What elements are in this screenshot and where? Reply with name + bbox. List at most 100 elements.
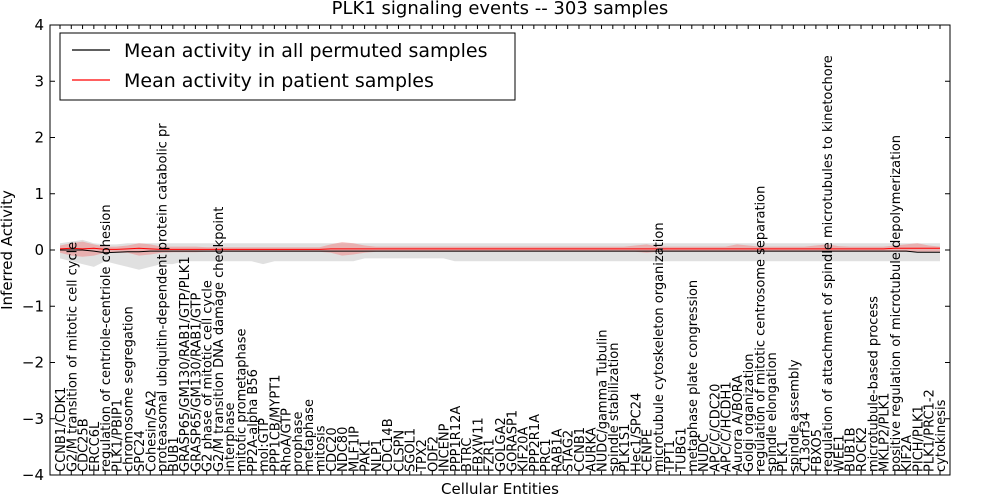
- y-tick-label: −2: [22, 354, 44, 372]
- x-tick-label: CENPE: [641, 429, 656, 472]
- legend-label-patient: Mean activity in patient samples: [124, 70, 434, 92]
- y-tick-label: 3: [34, 72, 44, 90]
- x-tick-label: regulation of centriole-centriole cohesi…: [99, 204, 114, 472]
- x-tick-label: MKLP2/PLK1: [878, 393, 893, 472]
- x-tick-label: TUBG1: [675, 428, 690, 474]
- x-tick-label: GOLGA2: [494, 417, 509, 472]
- x-tick-label: SGOL1: [404, 428, 419, 472]
- y-axis: −4 −3 −2 −1 0 1 2 3 4: [22, 16, 950, 484]
- x-tick-label: TPT1: [663, 440, 678, 473]
- x-tick-label: mol:GTP: [257, 418, 272, 472]
- x-tick-label: spindle assembly: [787, 359, 802, 472]
- x-tick-label: cytokinesis: [934, 399, 949, 472]
- x-tick-label: CLSPN: [393, 430, 408, 472]
- x-tick-label: positive regulation of microtubule depol…: [889, 135, 904, 472]
- x-tick-label: CDC14B: [381, 418, 396, 472]
- series-line-patient: [59, 247, 940, 250]
- x-tick-label: STAG2: [562, 430, 577, 472]
- x-tick-label: Hec1/SPC24: [629, 393, 644, 472]
- x-tick-label: APC/C/HCDH1: [720, 381, 735, 472]
- x-tick-label: ROCK2: [855, 427, 870, 472]
- x-tick-label: CCNB1: [573, 427, 588, 472]
- x-tick-label: FZR1: [483, 438, 498, 472]
- legend: Mean activity in all permuted samples Me…: [59, 32, 516, 101]
- x-tick-label: KIF2A: [900, 435, 915, 472]
- x-tick-label: interphase: [223, 402, 238, 472]
- legend-label-permuted: Mean activity in all permuted samples: [124, 40, 487, 62]
- y-tick-label: 4: [34, 16, 44, 34]
- x-tick-label: Golgi organization: [742, 354, 757, 472]
- x-tick-label: regulation of mitotic centrosome separat…: [754, 186, 769, 472]
- x-tick-label: metaphase plate congression: [686, 280, 701, 472]
- y-tick-label: 0: [34, 241, 44, 259]
- x-tick-label: NUDC: [697, 434, 712, 472]
- x-tick-label: PLK1/PBIP1: [110, 399, 125, 472]
- x-tick-label: FBXW11: [471, 417, 486, 472]
- x-tick-label: Cohesin/SA2: [144, 390, 159, 472]
- y-tick-label: −1: [22, 297, 44, 315]
- x-tick-label: CCNB1/CDK1: [54, 387, 69, 472]
- x-tick-label: PAK1: [359, 439, 374, 472]
- x-tick-label: CDC25B: [77, 418, 92, 472]
- x-tick-label: G2 phase of mitotic cell cycle: [201, 280, 216, 472]
- x-tick-label: GORASP1: [505, 410, 520, 472]
- x-tick-label: mitotic prometaphase: [235, 328, 250, 472]
- x-tick-label: INCENP: [438, 423, 453, 472]
- x-tick-label: BTRC: [460, 438, 475, 472]
- x-tick-label: microtubule-based process: [866, 296, 881, 472]
- x-tick-label: PRC1: [539, 438, 554, 472]
- x-tick-label: PLK1: [776, 440, 791, 472]
- x-tick-label: mitosis: [314, 425, 329, 472]
- x-tick-label: G2/M transition DNA damage checkpoint: [212, 207, 227, 472]
- y-tick-label: 1: [34, 185, 44, 203]
- x-tick-label: Aurora A/BORA: [731, 375, 746, 472]
- x-tick-label: NDC80: [336, 427, 351, 472]
- chart-title: PLK1 signaling events -- 303 samples: [332, 0, 669, 19]
- x-tick-label: ERCC6L: [88, 421, 103, 472]
- x-tick-label: PPP1CB/MYPT1: [268, 375, 283, 472]
- x-tick-label: PLK1/PRC1-2: [923, 389, 938, 472]
- x-tick-label: GRASP65/GM130/RAB1/GTP: [189, 293, 204, 472]
- x-tick-label: FBXO5: [810, 429, 825, 472]
- x-tick-label: ODF2: [426, 436, 441, 472]
- x-tick-label: RAB1A: [550, 428, 565, 472]
- x-tick-label: AURKA: [584, 427, 599, 472]
- x-tick-label: WEE1: [833, 434, 848, 472]
- x-tick-label: PPP2R1A: [528, 414, 543, 472]
- y-tick-label: −4: [22, 466, 44, 484]
- x-tick-label: MLF1IP: [347, 426, 362, 472]
- legend-box: [59, 32, 516, 101]
- x-tick-label: chromosome segregation: [122, 306, 137, 472]
- x-tick-label: PICH/PLK1: [911, 405, 926, 472]
- x-tick-label: regulation of attachment of spindle micr…: [821, 55, 836, 472]
- y-tick-label: −3: [22, 410, 44, 428]
- y-axis-label: Inferred Activity: [0, 190, 16, 310]
- x-tick-label: PLK1S1: [618, 424, 633, 472]
- x-tick-label: KIF20A: [517, 427, 532, 472]
- x-tick-label: RhoA/GTP: [280, 408, 295, 472]
- x-tick-label: proteasomal ubiquitin-dependent protein …: [156, 123, 171, 472]
- x-tick-label: C13orf34: [799, 412, 814, 472]
- y-tick-label: 2: [34, 129, 44, 147]
- x-tick-label: GRASP65/GM130/RAB1/GTP/PLK1: [178, 256, 193, 472]
- series-lines: [59, 247, 940, 254]
- x-tick-label: G2/M transition of mitotic cell cycle: [65, 242, 80, 472]
- x-tick-label: CDC20: [325, 427, 340, 472]
- x-tick-label: PP2A-alpha B56: [246, 369, 261, 472]
- x-tick-label: BUB1B: [844, 427, 859, 472]
- x-tick-label: PPP1R12A: [449, 406, 464, 472]
- x-tick-label: SPC24: [133, 430, 148, 472]
- x-axis-label: Cellular Entities: [441, 480, 559, 498]
- x-tick-label: NLP1: [370, 439, 385, 472]
- x-tick-label: spindle stabilization: [607, 343, 622, 473]
- x-tick-label: prophase: [291, 412, 306, 473]
- x-tick-label: APC/C/CDC20: [708, 384, 723, 472]
- x-tick-label: metaphase: [302, 399, 317, 472]
- x-tick-label: NUDC/gamma Tubulin: [596, 329, 611, 472]
- x-tick-label: TPX2: [415, 439, 430, 473]
- x-tick-label: microtubule cytoskeleton organization: [652, 222, 667, 472]
- x-tick-label: BUB1: [167, 436, 182, 472]
